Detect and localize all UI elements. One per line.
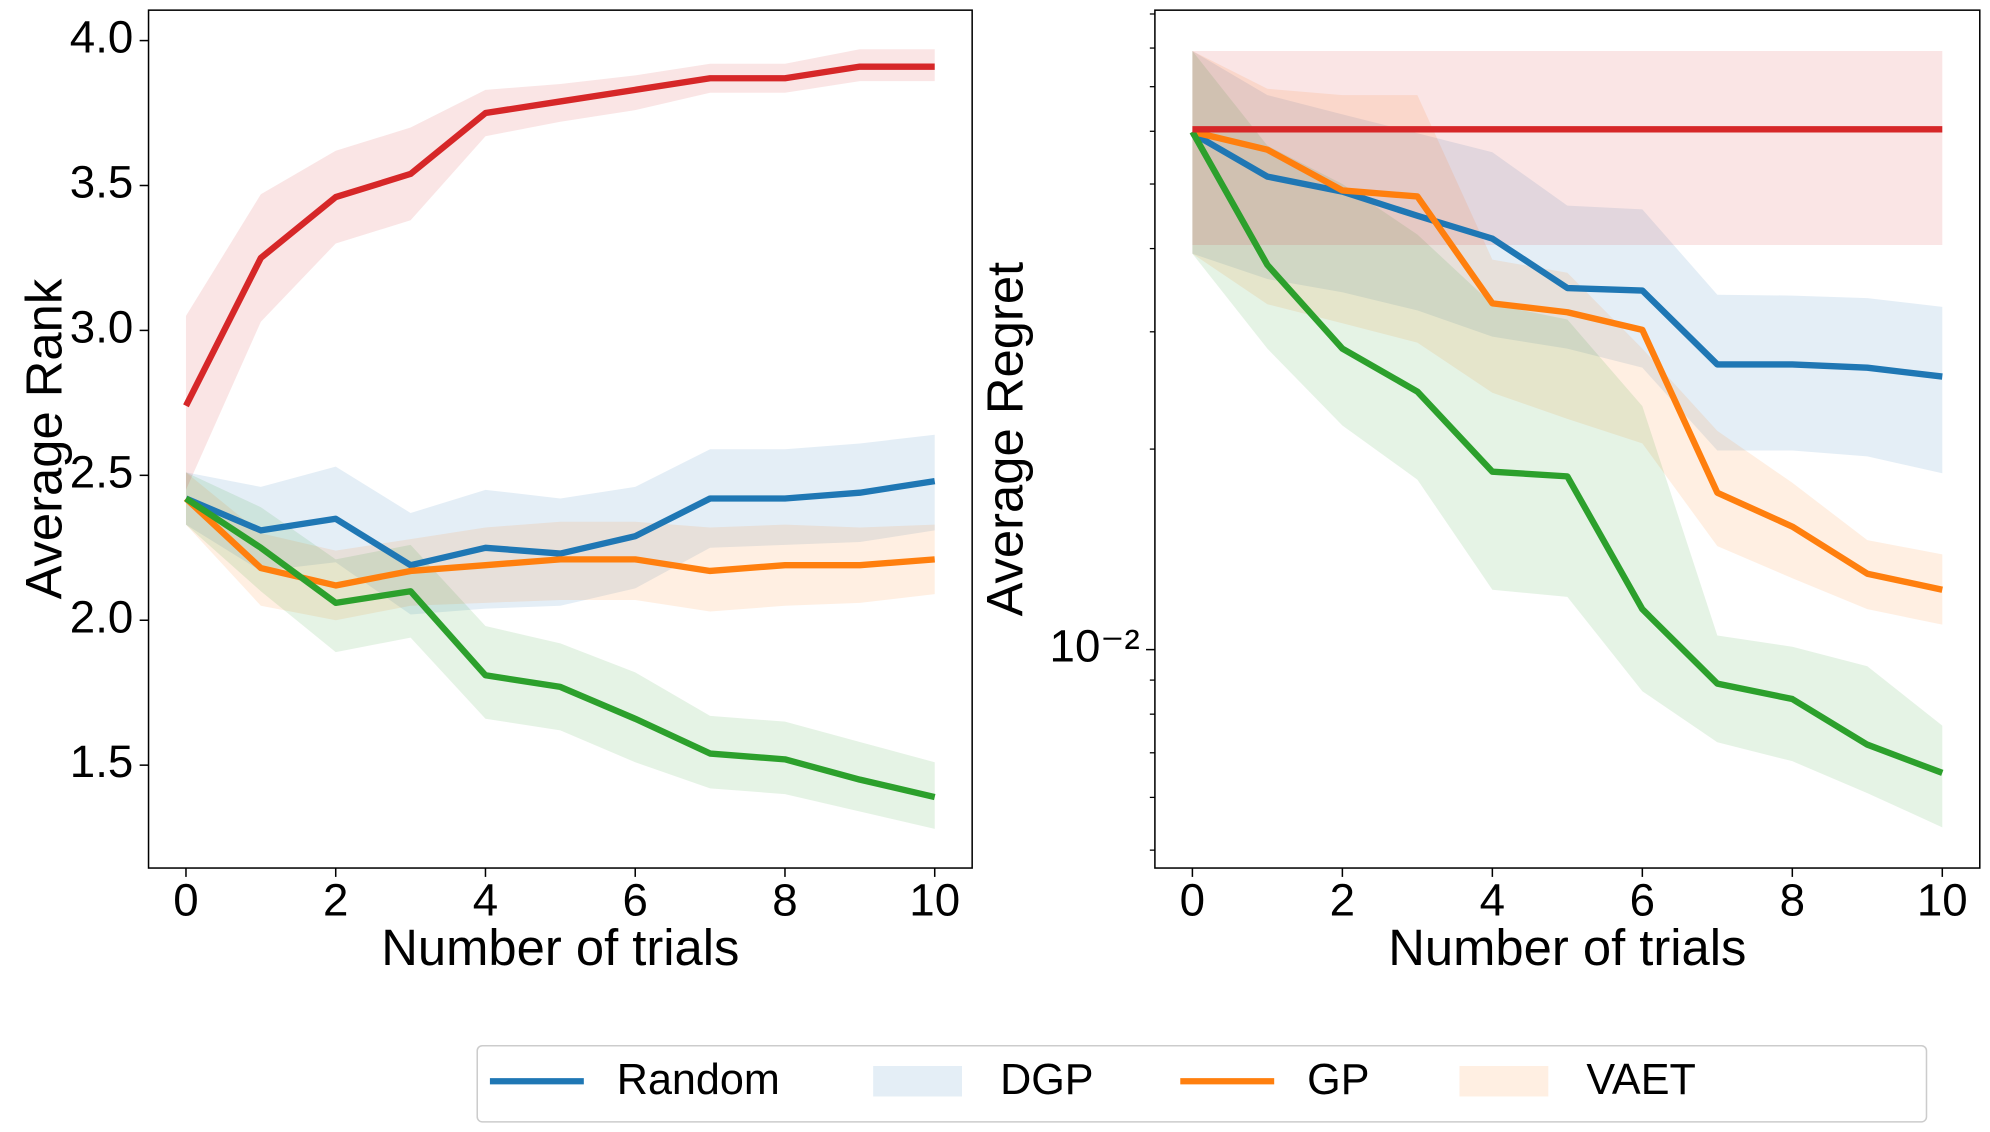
x-tick-label: 4 (1480, 875, 1505, 926)
y-tick-label: 10⁻² (1050, 621, 1140, 672)
y-tick-label: 3.5 (70, 157, 133, 208)
x-tick-label: 0 (1180, 875, 1205, 926)
y-tick-label: 1.5 (70, 736, 133, 787)
x-axis-label: Number of trials (1388, 919, 1746, 976)
x-tick-label: 6 (1630, 875, 1655, 926)
y-tick-label: 4.0 (70, 12, 133, 63)
x-tick-label: 10 (1917, 875, 1968, 926)
x-tick-label: 2 (1330, 875, 1355, 926)
legend-label: Random (617, 1056, 780, 1104)
y-axis-label: Average Rank (16, 278, 73, 599)
confidence-band (1192, 50, 1943, 828)
y-tick-label: 2.0 (70, 591, 133, 642)
line (183, 63, 935, 408)
confidence-band (185, 472, 935, 621)
line (184, 495, 936, 801)
line (1191, 128, 1943, 593)
x-tick-label: 8 (1780, 875, 1805, 926)
series-group (1189, 50, 1944, 828)
legend-label: GP (1307, 1056, 1369, 1104)
confidence-band (185, 49, 935, 490)
line (184, 477, 936, 569)
legend-label: VAET (1586, 1056, 1695, 1104)
line (183, 496, 935, 589)
series-group (183, 49, 936, 829)
x-tick-label: 2 (323, 875, 348, 926)
confidence-band (185, 434, 935, 615)
y-tick-label: 3.0 (70, 301, 133, 352)
x-tick-label: 0 (173, 875, 198, 926)
x-tick-label: 4 (473, 875, 498, 926)
plot-area (1189, 50, 1944, 828)
confidence-band (1192, 50, 1943, 474)
x-axis-label: Number of trials (381, 919, 739, 976)
line (1189, 130, 1944, 776)
axes-frame (147, 9, 973, 869)
y-tick-label: 2.5 (70, 446, 133, 497)
x-tick-label: 8 (772, 875, 797, 926)
legend-label: DGP (1000, 1056, 1093, 1104)
confidence-band (185, 472, 935, 829)
y-axis-label: Average Regret (976, 262, 1033, 617)
legend-patch (1459, 1066, 1549, 1097)
x-tick-label: 10 (909, 875, 960, 926)
plot-area (183, 49, 936, 829)
legend-patch (873, 1066, 963, 1097)
x-tick-label: 6 (623, 875, 648, 926)
line (1190, 130, 1943, 380)
confidence-band (1192, 50, 1943, 245)
axes-frame (1154, 9, 1981, 869)
